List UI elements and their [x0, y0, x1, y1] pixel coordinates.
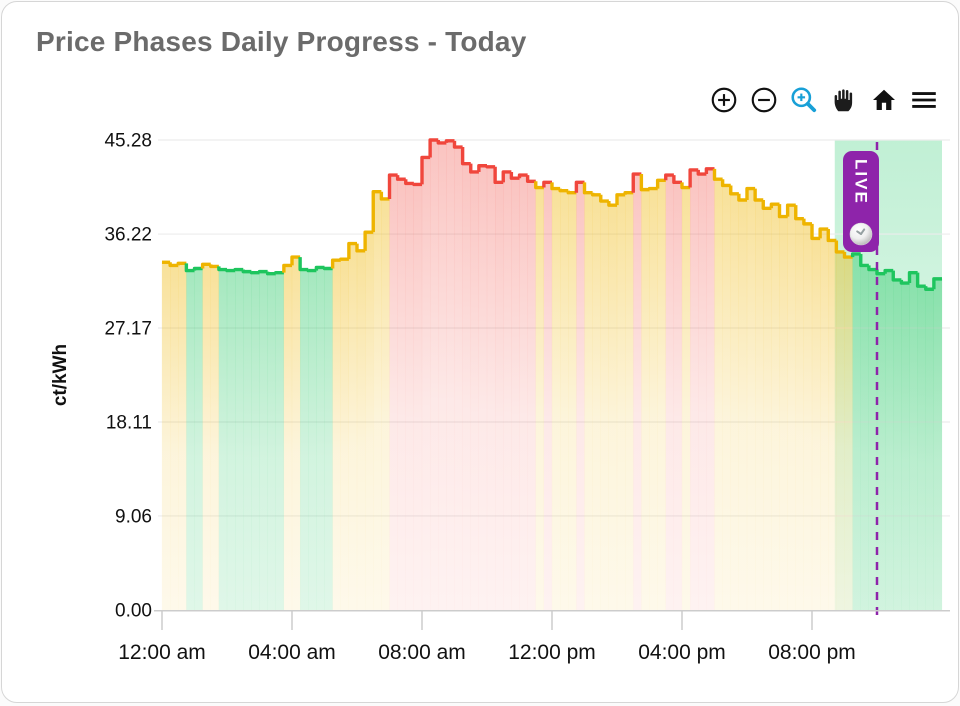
y-tick-label: 18.11: [106, 413, 152, 434]
price-step-line: [162, 138, 942, 291]
reset-axes-button[interactable]: [868, 84, 900, 116]
x-axis: [154, 610, 950, 630]
menu-button[interactable]: [908, 84, 940, 116]
zoom-out-icon: [751, 87, 777, 113]
price-area-fills: [161, 140, 943, 611]
x-tick-label: 12:00 pm: [508, 641, 596, 664]
y-axis-title: ct/kWh: [50, 344, 71, 406]
y-tick-label: 45.28: [104, 131, 152, 152]
y-tick-label: 9.06: [115, 506, 152, 527]
live-badge: LIVE: [843, 151, 879, 252]
y-tick-label: 27.17: [104, 318, 152, 339]
clock-icon: [849, 222, 873, 246]
x-tick-label: 08:00 pm: [768, 641, 856, 664]
chart-toolbar: [708, 84, 940, 116]
home-icon: [873, 89, 895, 110]
pan-button[interactable]: [828, 84, 860, 116]
y-tick-label: 36.22: [104, 225, 152, 246]
live-label: LIVE: [851, 159, 871, 205]
pan-hand-icon: [834, 89, 853, 112]
x-tick-label: 08:00 am: [378, 641, 466, 664]
box-zoom-button[interactable]: [788, 84, 820, 116]
y-tick-label: 0.00: [115, 601, 152, 622]
x-tick-label: 12:00 am: [118, 641, 206, 664]
zoom-in-button[interactable]: [708, 84, 740, 116]
hamburger-menu-icon: [912, 92, 936, 108]
y-axis-labels: 0.00 9.06 18.11 27.17 36.22 45.28: [104, 131, 152, 622]
zoom-in-icon: [711, 87, 737, 113]
chart-title: Price Phases Daily Progress - Today: [36, 26, 527, 57]
x-tick-label: 04:00 pm: [638, 641, 726, 664]
x-axis-labels: 12:00 am 04:00 am 08:00 am 12:00 pm 04:00 pm…: [118, 641, 856, 664]
x-tick-label: 04:00 am: [248, 641, 336, 664]
box-zoom-icon: [791, 87, 817, 113]
zoom-out-button[interactable]: [748, 84, 780, 116]
